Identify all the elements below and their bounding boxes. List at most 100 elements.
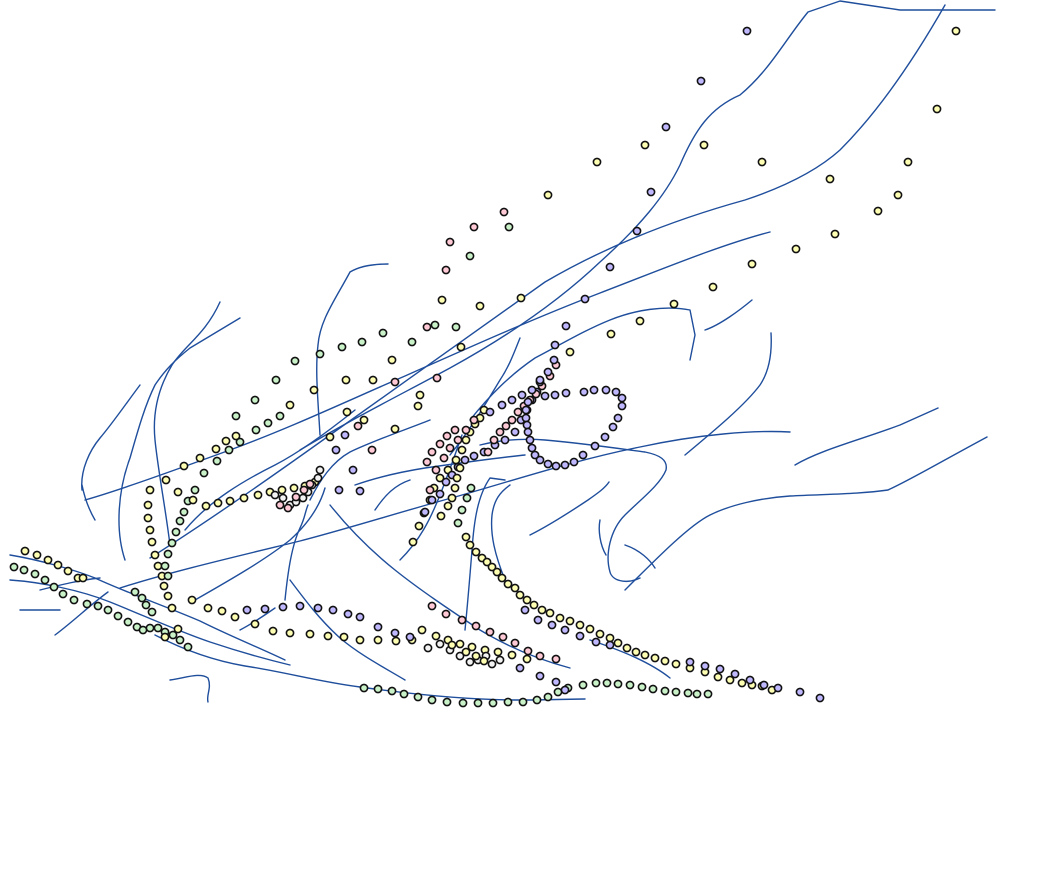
track-point bbox=[469, 451, 479, 461]
track-point bbox=[591, 678, 601, 688]
track-point bbox=[590, 441, 600, 451]
track-point bbox=[671, 687, 681, 697]
track-point bbox=[430, 320, 440, 330]
track-point bbox=[482, 557, 492, 567]
track-point bbox=[471, 621, 481, 631]
track-point bbox=[825, 174, 835, 184]
track-point bbox=[773, 683, 783, 693]
track-point bbox=[423, 643, 433, 653]
track-point bbox=[725, 675, 735, 685]
track-point bbox=[78, 573, 88, 583]
track-point bbox=[230, 612, 240, 622]
track-point bbox=[153, 561, 163, 571]
track-point bbox=[313, 603, 323, 613]
track-point bbox=[415, 390, 425, 400]
track-point bbox=[427, 447, 437, 457]
track-point bbox=[550, 390, 560, 400]
track-point bbox=[469, 415, 479, 425]
track-point bbox=[145, 623, 155, 633]
track-point bbox=[543, 459, 553, 469]
track-point bbox=[713, 672, 723, 682]
river-line bbox=[54, 591, 109, 636]
track-point bbox=[442, 697, 452, 707]
track-point bbox=[513, 407, 523, 417]
track-point bbox=[715, 664, 725, 674]
track-point bbox=[605, 633, 615, 643]
track-point bbox=[173, 624, 183, 634]
track-point bbox=[485, 407, 495, 417]
track-point bbox=[507, 395, 517, 405]
track-point bbox=[499, 207, 509, 217]
track-point bbox=[183, 642, 193, 652]
track-point bbox=[413, 692, 423, 702]
track-point bbox=[465, 251, 475, 261]
track-point bbox=[510, 638, 520, 648]
track-point bbox=[143, 500, 153, 510]
track-point bbox=[213, 498, 223, 508]
track-point bbox=[63, 566, 73, 576]
track-point bbox=[549, 355, 559, 365]
track-point bbox=[553, 687, 563, 697]
track-point bbox=[334, 485, 344, 495]
track-point bbox=[475, 301, 485, 311]
track-point bbox=[613, 413, 623, 423]
track-point bbox=[692, 689, 702, 699]
track-point bbox=[441, 265, 451, 275]
track-point bbox=[168, 630, 178, 640]
track-point bbox=[82, 599, 92, 609]
track-point bbox=[537, 605, 547, 615]
track-point bbox=[161, 475, 171, 485]
track-point bbox=[195, 453, 205, 463]
river-line bbox=[329, 504, 571, 669]
track-point bbox=[473, 698, 483, 708]
river-line bbox=[284, 504, 309, 601]
river-line bbox=[39, 577, 101, 591]
track-point bbox=[278, 493, 288, 503]
track-point bbox=[373, 684, 383, 694]
track-point bbox=[523, 646, 533, 656]
track-point bbox=[441, 477, 451, 487]
track-point bbox=[578, 450, 588, 460]
track-point bbox=[9, 562, 19, 572]
track-point bbox=[425, 485, 435, 495]
track-point bbox=[515, 590, 525, 600]
track-point bbox=[367, 445, 377, 455]
track-point bbox=[224, 445, 234, 455]
river-line bbox=[374, 479, 411, 511]
track-point bbox=[163, 549, 173, 559]
track-point bbox=[357, 337, 367, 347]
track-point bbox=[278, 602, 288, 612]
track-point bbox=[285, 400, 295, 410]
track-point bbox=[407, 337, 417, 347]
track-point bbox=[373, 622, 383, 632]
track-point bbox=[359, 415, 369, 425]
river-line bbox=[598, 519, 607, 556]
track-point bbox=[521, 413, 531, 423]
track-point bbox=[565, 616, 575, 626]
track-point bbox=[485, 627, 495, 637]
track-point bbox=[518, 697, 528, 707]
track-point bbox=[299, 485, 309, 495]
track-point bbox=[461, 425, 471, 435]
track-point bbox=[492, 567, 502, 577]
track-point bbox=[391, 636, 401, 646]
track-point bbox=[757, 157, 767, 167]
track-point bbox=[435, 489, 445, 499]
river-line bbox=[149, 4, 946, 559]
track-point bbox=[147, 537, 157, 547]
track-point bbox=[547, 620, 557, 630]
track-point bbox=[441, 609, 451, 619]
track-point bbox=[737, 678, 747, 688]
track-point bbox=[661, 122, 671, 132]
track-point bbox=[650, 653, 660, 663]
track-point bbox=[285, 628, 295, 638]
track-point bbox=[199, 468, 209, 478]
track-point bbox=[613, 638, 623, 648]
track-point bbox=[465, 657, 475, 667]
track-point bbox=[290, 356, 300, 366]
track-point bbox=[932, 104, 942, 114]
track-point bbox=[622, 643, 632, 653]
track-point bbox=[439, 453, 449, 463]
track-point bbox=[471, 651, 481, 661]
